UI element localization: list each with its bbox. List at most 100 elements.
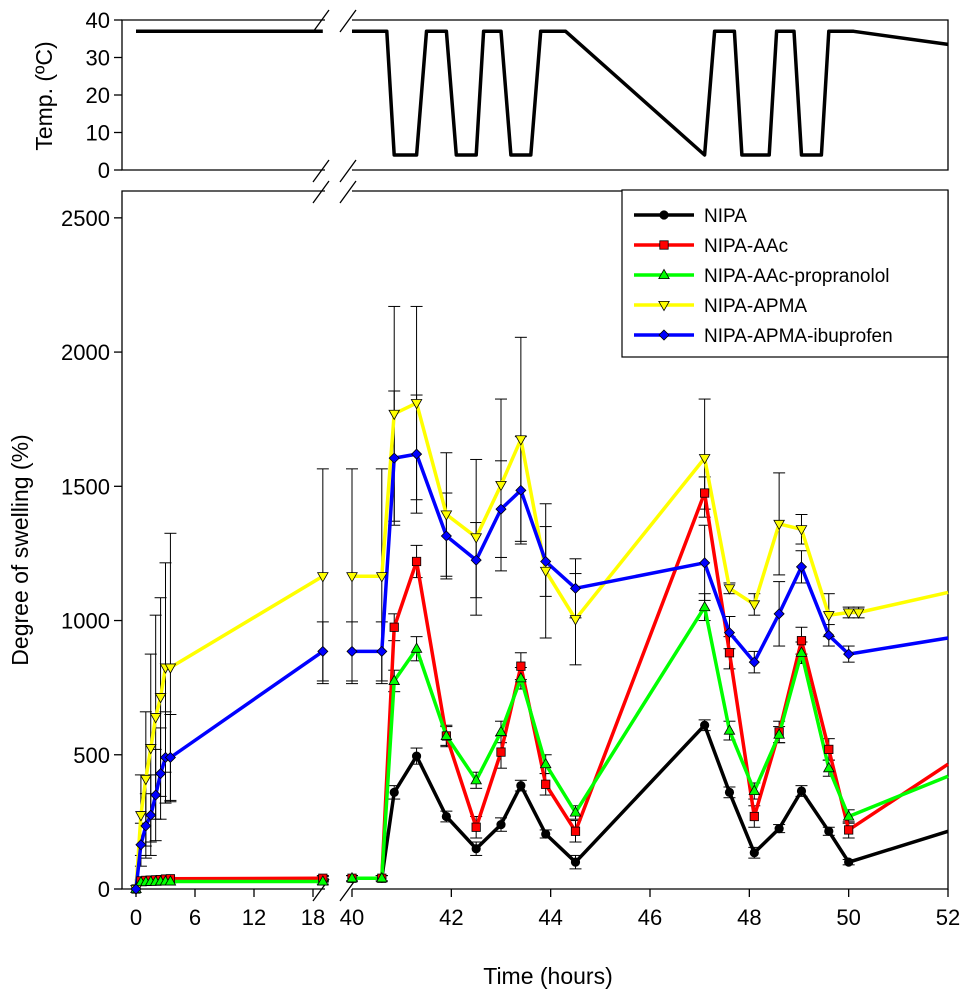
temperature-panel-break-mark bbox=[312, 9, 330, 33]
data-point-nipa-apma bbox=[748, 600, 761, 611]
legend: NIPA NIPA-AAc NIPA-AAc-propranolol NIPA-APM… bbox=[621, 189, 949, 358]
data-point-nipa bbox=[471, 844, 481, 854]
legend-label-nipa-aac-propranolol: NIPA-AAc-propranolol bbox=[704, 266, 890, 287]
data-point-nipa-apma bbox=[514, 435, 527, 446]
data-point-nipa-aac-propranolol bbox=[375, 871, 388, 883]
data-point-nipa-apma bbox=[495, 480, 507, 492]
data-point-nipa-aac bbox=[496, 747, 506, 757]
data-point-nipa bbox=[844, 857, 854, 867]
swelling-y-tick-label: 1000 bbox=[61, 609, 110, 634]
data-point-nipa-apma bbox=[470, 533, 483, 544]
data-point-nipa bbox=[516, 781, 526, 791]
data-point-nipa-apma-ibuprofen bbox=[699, 557, 711, 569]
data-point-nipa-aac bbox=[516, 661, 526, 671]
data-point-nipa bbox=[796, 786, 807, 796]
data-point-nipa-aac bbox=[389, 622, 399, 632]
data-point-nipa-apma-ibuprofen bbox=[440, 530, 452, 542]
data-point-nipa-apma bbox=[139, 774, 152, 786]
data-point-nipa bbox=[411, 751, 422, 761]
data-point-nipa-apma bbox=[388, 409, 401, 421]
data-point-nipa-apma bbox=[410, 399, 423, 410]
data-point-nipa bbox=[700, 720, 710, 730]
legend-marker-nipa-apma bbox=[658, 301, 670, 312]
data-point-nipa-aac bbox=[824, 744, 834, 755]
data-point-nipa-apma-ibuprofen bbox=[748, 656, 760, 668]
data-point-nipa-apma bbox=[164, 663, 177, 674]
data-point-nipa bbox=[749, 848, 759, 858]
swelling-axis-title: Degree of swelling (%) bbox=[7, 434, 33, 665]
data-point-nipa-aac-propranolol bbox=[822, 761, 835, 773]
data-point-nipa-apma-ibuprofen bbox=[130, 883, 142, 895]
series-line-nipa-aac-propranolol bbox=[352, 605, 949, 881]
x-tick-label: 52 bbox=[936, 905, 960, 930]
data-point-nipa-apma-ibuprofen bbox=[388, 452, 400, 464]
data-point-nipa-apma-ibuprofen bbox=[515, 484, 527, 496]
data-point-nipa-aac bbox=[749, 811, 759, 822]
data-point-nipa-aac-propranolol bbox=[723, 724, 736, 735]
data-point-nipa-apma bbox=[144, 744, 157, 755]
data-point-nipa-apma bbox=[773, 519, 786, 531]
data-point-nipa-aac-propranolol bbox=[495, 725, 507, 736]
data-point-nipa-apma-ibuprofen bbox=[773, 608, 785, 620]
data-point-nipa-apma-ibuprofen bbox=[346, 645, 358, 657]
data-point-nipa bbox=[441, 811, 451, 822]
data-point-nipa-apma bbox=[154, 693, 167, 704]
x-tick-label: 46 bbox=[638, 905, 662, 930]
data-point-nipa-apma-ibuprofen bbox=[495, 503, 507, 515]
data-point-nipa bbox=[824, 826, 834, 836]
x-tick-label: 48 bbox=[737, 905, 761, 930]
data-point-nipa bbox=[389, 787, 399, 797]
data-point-nipa-aac bbox=[471, 822, 481, 832]
series-line-nipa-apma-ibuprofen bbox=[352, 452, 949, 664]
data-point-nipa-apma-ibuprofen bbox=[540, 555, 552, 568]
swelling-panel-frame-left bbox=[121, 190, 325, 890]
swelling-y-tick-label: 0 bbox=[98, 877, 110, 902]
temperature-y-tick-label: 0 bbox=[98, 158, 110, 183]
data-point-nipa-aac-propranolol bbox=[410, 642, 423, 653]
data-point-nipa-aac bbox=[796, 636, 807, 646]
data-point-nipa-apma bbox=[440, 510, 453, 521]
temperature-y-tick-label: 10 bbox=[86, 121, 110, 146]
data-point-nipa-aac-propranolol bbox=[470, 773, 483, 785]
data-point-nipa-apma bbox=[698, 454, 711, 465]
x-tick-label: 0 bbox=[130, 905, 142, 930]
data-point-nipa-apma bbox=[569, 615, 582, 626]
data-point-nipa-apma-ibuprofen bbox=[470, 554, 482, 566]
data-point-nipa-apma-ibuprofen bbox=[823, 629, 835, 641]
data-point-nipa-apma-ibuprofen bbox=[145, 809, 157, 821]
data-point-nipa bbox=[724, 787, 735, 797]
x-tick-label: 18 bbox=[301, 905, 325, 930]
data-point-nipa-aac bbox=[541, 779, 551, 789]
temperature-panel-break-mark bbox=[312, 159, 330, 183]
temperature-panel-frame-left bbox=[121, 19, 325, 171]
data-point-nipa-aac bbox=[700, 488, 710, 498]
legend-label-nipa: NIPA bbox=[704, 206, 747, 227]
temperature-panel-break-mark bbox=[339, 9, 357, 33]
data-point-nipa-apma bbox=[795, 525, 808, 536]
swelling-panel-break-mark bbox=[339, 180, 357, 204]
data-point-nipa-aac bbox=[570, 826, 581, 836]
swelling-y-tick-label: 500 bbox=[73, 743, 110, 768]
data-point-nipa-aac-propranolol bbox=[346, 871, 358, 883]
data-point-nipa-aac bbox=[724, 648, 735, 658]
data-point-nipa-aac bbox=[411, 556, 422, 567]
legend-label-nipa-apma-ibuprofen: NIPA-APMA-ibuprofen bbox=[704, 326, 893, 347]
data-point-nipa bbox=[774, 823, 784, 834]
legend-marker-nipa-aac-propranolol bbox=[658, 268, 670, 279]
x-tick-label: 50 bbox=[836, 905, 860, 930]
legend-label-nipa-apma: NIPA-APMA bbox=[704, 296, 807, 317]
data-point-nipa-aac bbox=[844, 825, 854, 835]
data-point-nipa-apma bbox=[346, 572, 358, 583]
legend-marker-nipa-aac bbox=[659, 240, 669, 250]
data-point-nipa-apma-ibuprofen bbox=[376, 645, 388, 657]
data-point-nipa-apma bbox=[135, 811, 147, 822]
data-point-nipa-aac-propranolol bbox=[440, 729, 453, 740]
data-point-nipa-apma bbox=[375, 572, 388, 583]
data-point-nipa-aac-propranolol bbox=[539, 757, 552, 769]
data-point-nipa-apma-ibuprofen bbox=[150, 789, 162, 801]
data-point-nipa-apma-ibuprofen bbox=[795, 561, 808, 573]
series-line-nipa-aac bbox=[352, 491, 949, 881]
data-point-nipa-apma-ibuprofen bbox=[411, 448, 423, 460]
data-point-nipa-aac-propranolol bbox=[795, 646, 808, 657]
x-tick-label: 44 bbox=[538, 905, 562, 930]
